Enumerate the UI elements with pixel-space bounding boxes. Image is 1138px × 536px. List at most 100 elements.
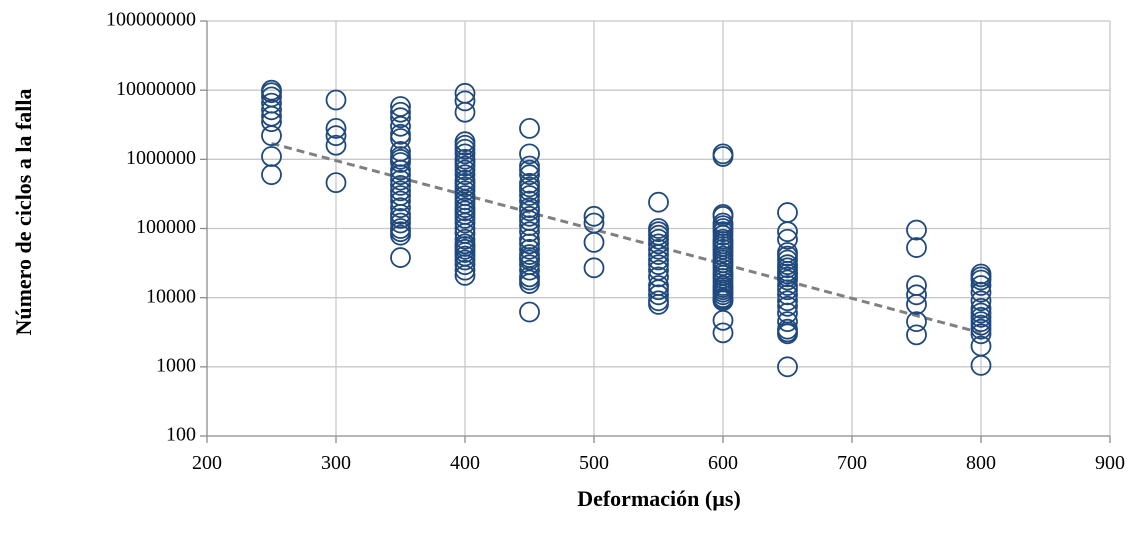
data-point — [390, 115, 411, 137]
data-point — [519, 205, 540, 227]
data-point — [648, 228, 669, 250]
data-point — [454, 228, 476, 250]
data-point — [777, 356, 798, 378]
data-point — [519, 238, 540, 260]
x-tick-label: 500 — [579, 452, 609, 474]
data-point — [519, 159, 540, 181]
data-point — [454, 90, 476, 112]
data-point — [519, 221, 540, 243]
y-tick-label: 100000 — [136, 216, 196, 238]
data-point — [777, 275, 798, 296]
data-point — [970, 275, 992, 296]
data-point — [390, 174, 411, 196]
data-point — [648, 249, 669, 271]
data-point — [519, 164, 540, 186]
x-tick-label: 700 — [837, 452, 867, 474]
data-point — [777, 202, 798, 223]
data-point — [648, 284, 669, 306]
data-point — [648, 191, 669, 213]
data-point — [454, 249, 476, 271]
data-point — [390, 101, 411, 123]
data-point — [325, 172, 347, 194]
grid-lines — [207, 20, 1111, 436]
data-point — [390, 164, 411, 186]
data-point — [390, 107, 411, 129]
data-point — [261, 99, 282, 121]
data-point — [261, 164, 282, 186]
data-point — [777, 311, 798, 333]
data-point — [519, 185, 540, 206]
data-point — [390, 128, 411, 149]
data-point — [777, 295, 798, 317]
data-point — [390, 247, 411, 268]
data-point — [454, 138, 476, 160]
data-point — [325, 125, 347, 147]
data-point — [390, 169, 411, 191]
data-point — [454, 143, 476, 165]
data-point — [390, 180, 411, 202]
data-point — [325, 134, 347, 156]
data-point — [970, 302, 992, 324]
x-tick-label: 200 — [192, 452, 222, 474]
data-point — [261, 146, 282, 167]
x-tick-label: 900 — [1095, 452, 1125, 474]
data-point — [583, 205, 605, 227]
data-point — [777, 279, 798, 301]
y-tick-label: 1000 — [156, 354, 196, 376]
data-point — [325, 89, 347, 111]
data-point — [970, 354, 992, 376]
data-point — [970, 318, 992, 340]
x-tick-label: 600 — [708, 452, 738, 474]
trendline — [271, 141, 982, 335]
data-point — [519, 301, 540, 323]
data-point — [777, 323, 798, 345]
data-point — [906, 293, 927, 315]
data-point — [777, 249, 798, 271]
data-point — [970, 306, 992, 328]
data-point — [325, 118, 347, 139]
data-point — [519, 180, 540, 202]
data-point — [777, 290, 798, 312]
y-tick-label: 10000 — [146, 285, 196, 307]
data-point — [648, 254, 669, 276]
trendline-group — [271, 141, 982, 335]
data-point — [777, 221, 798, 243]
data-point — [906, 284, 927, 306]
data-point — [906, 237, 927, 258]
x-tick-label: 400 — [450, 452, 480, 474]
data-point — [519, 200, 540, 222]
data-point — [777, 269, 798, 291]
data-point — [454, 264, 476, 286]
data-point — [777, 228, 798, 250]
data-point — [970, 323, 992, 345]
data-point — [970, 290, 992, 312]
data-point — [906, 311, 927, 333]
data-point — [712, 309, 734, 331]
data-point — [648, 293, 669, 315]
data-point — [648, 266, 669, 288]
data-point — [583, 231, 605, 253]
data-point — [906, 324, 927, 346]
y-tick-label: 100 — [166, 424, 196, 446]
data-point — [906, 219, 927, 241]
data-point — [454, 159, 476, 181]
data-point — [583, 257, 605, 279]
data-point — [970, 269, 992, 291]
data-point — [454, 101, 476, 123]
y-tick-label: 10000000 — [116, 78, 196, 100]
data-point — [648, 279, 669, 301]
data-point — [970, 281, 992, 303]
data-point — [390, 190, 411, 212]
data-point — [454, 259, 476, 281]
data-point — [454, 164, 476, 186]
data-point — [712, 146, 734, 167]
data-point — [648, 233, 669, 255]
data-points — [261, 79, 992, 378]
data-point — [454, 254, 476, 276]
x-axis-title: Deformación (µs) — [577, 486, 741, 511]
y-axis-title: Número de ciclos a la falla — [11, 88, 36, 335]
data-point — [261, 111, 282, 133]
axes — [200, 20, 1111, 443]
data-point — [712, 322, 734, 344]
